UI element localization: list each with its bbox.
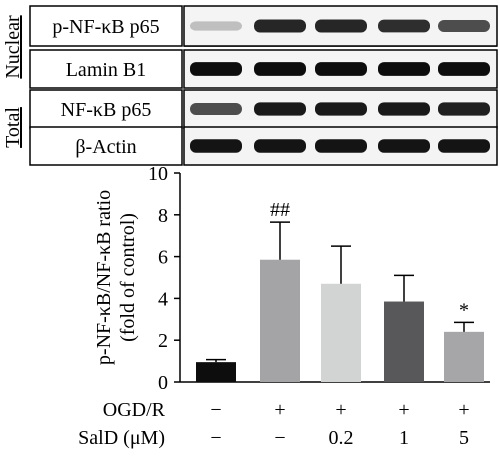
condition-value: +: [335, 399, 346, 421]
blot-band: [190, 102, 242, 116]
blot-band: [378, 102, 430, 116]
significance-label: ##: [270, 199, 290, 221]
condition-value: +: [398, 399, 409, 421]
blot-row-label-box: [29, 89, 183, 129]
blot-band: [254, 62, 306, 76]
y-axis-label: p-NF-κB/NF-κB ratio: [93, 190, 115, 365]
blot-band: [190, 21, 242, 31]
y-tick-label: 2: [158, 330, 168, 352]
blot-band: [315, 62, 367, 76]
blot-band: [315, 19, 367, 33]
blot-row-label-box: [29, 49, 183, 89]
blot-band: [438, 62, 490, 76]
y-tick-label: 4: [158, 288, 168, 310]
blot-band: [438, 139, 490, 153]
blot-band: [254, 19, 306, 33]
blot-band: [190, 139, 242, 153]
blot-row-label-box: [29, 5, 183, 47]
condition-label: OGD/R: [103, 399, 166, 421]
bar: [260, 259, 300, 382]
condition-value: −: [274, 427, 285, 449]
y-axis-label: (fold of control): [117, 213, 139, 342]
y-tick-label: 10: [148, 163, 168, 185]
bar: [321, 283, 361, 382]
condition-value: 0.2: [329, 427, 354, 449]
condition-table: OGD/R − + + + + SalD (μM) − − 0.2 1 5: [78, 399, 469, 449]
y-tick-label: 8: [158, 205, 168, 227]
condition-value: +: [274, 399, 285, 421]
bar: [444, 331, 484, 382]
y-tick-label: 0: [158, 372, 168, 394]
blot-band: [438, 19, 490, 33]
condition-label: SalD (μM): [78, 427, 165, 449]
blot-row-label: β-Actin: [75, 136, 136, 158]
bar: [384, 301, 424, 382]
blot-row-label: Lamin B1: [66, 59, 147, 81]
blot-band: [378, 62, 430, 76]
significance-label: *: [459, 299, 469, 321]
blot-band: [438, 102, 490, 116]
condition-value: −: [210, 399, 221, 421]
blot-row-label-box: [29, 126, 183, 166]
blot-row-label: p-NF-κB p65: [52, 16, 159, 38]
blot-band: [315, 139, 367, 153]
condition-value: 5: [459, 427, 469, 449]
bar: [196, 362, 236, 382]
condition-value: 1: [399, 427, 409, 449]
y-tick-label: 6: [158, 247, 168, 269]
blot-row-label: NF-κB p65: [61, 99, 152, 121]
blot-band: [190, 62, 242, 76]
blot-band: [315, 102, 367, 116]
blot-group-label: Total: [2, 107, 24, 148]
blot-band: [378, 19, 430, 33]
western-blot-panel: p-NF-κB p65 Lamin B1 NF-κB p65 β-Actin Nucle…: [2, 5, 498, 166]
condition-value: −: [210, 427, 221, 449]
blot-band: [378, 139, 430, 153]
blot-band: [254, 102, 306, 116]
bar-chart: 0 2 4 6 8 10 p-NF-κB/NF-κB ratio (fold of contr…: [93, 163, 490, 394]
blot-band: [254, 139, 306, 153]
blot-group-label: Nuclear: [2, 15, 24, 79]
condition-value: +: [458, 399, 469, 421]
